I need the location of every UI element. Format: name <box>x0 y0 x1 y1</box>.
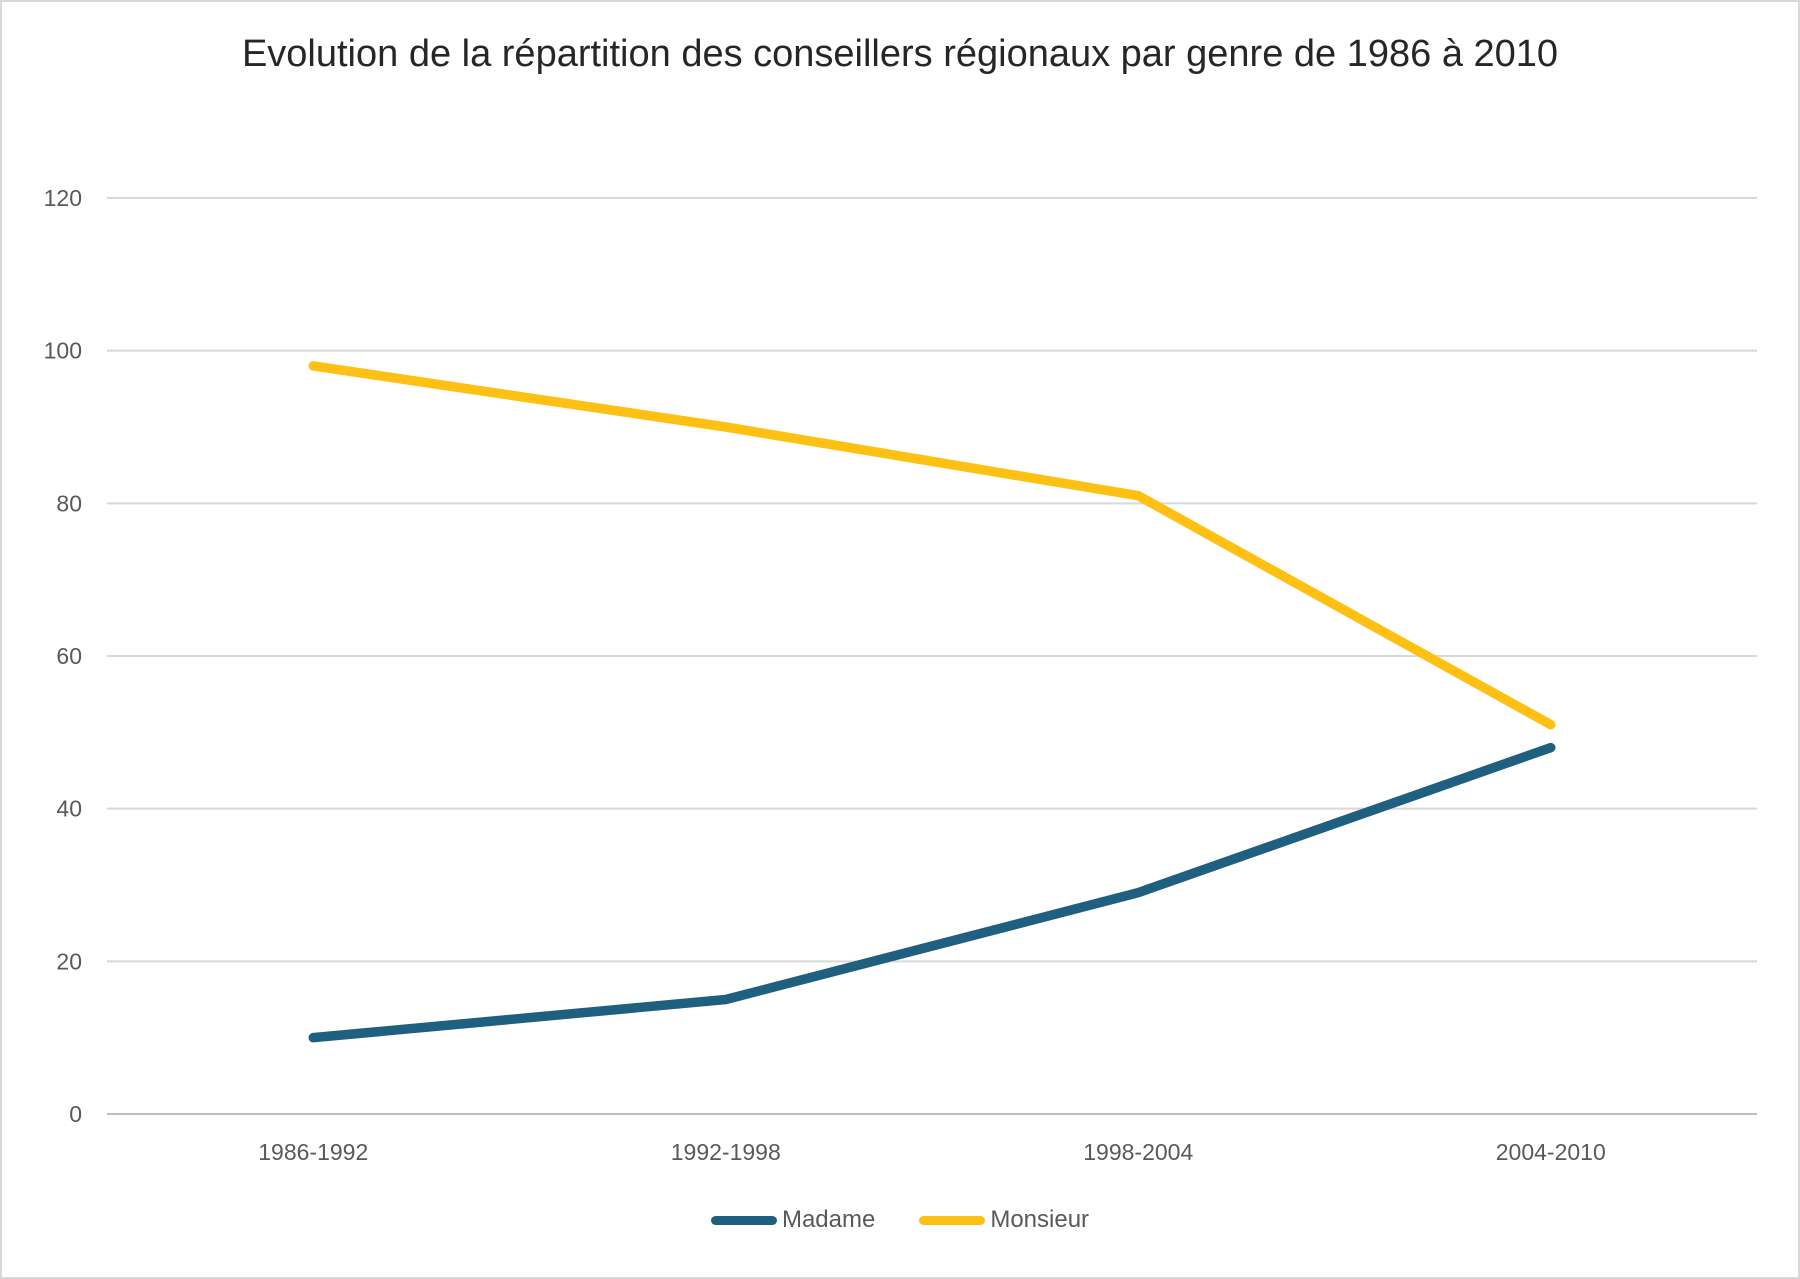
legend-label: Madame <box>781 1206 876 1233</box>
x-tick-label: 2004-2010 <box>1496 1139 1606 1165</box>
chart-legend: Madame Monsieur <box>2 1206 1798 1234</box>
y-tick-label: 120 <box>44 185 82 211</box>
y-tick-label: 20 <box>56 948 82 974</box>
y-tick-label: 80 <box>56 490 82 516</box>
series-line-monsieur <box>308 361 1556 730</box>
legend-item-madame: Madame <box>710 1206 876 1234</box>
chart-title: Evolution de la répartition des conseill… <box>241 33 1559 75</box>
legend-item-monsieur: Monsieur <box>919 1206 1089 1234</box>
x-tick-label: 1992-1998 <box>671 1139 781 1165</box>
legend-swatch-madame <box>710 1215 777 1225</box>
legend-swatch-monsieur <box>919 1215 986 1225</box>
x-tick-label: 1986-1992 <box>258 1139 368 1165</box>
y-tick-label: 60 <box>56 643 82 669</box>
y-tick-label: 0 <box>69 1101 82 1127</box>
y-tick-label: 40 <box>56 796 82 822</box>
series-line-madame <box>308 742 1556 1043</box>
x-tick-label: 1998-2004 <box>1083 1139 1193 1165</box>
legend-label: Monsieur <box>990 1206 1090 1233</box>
y-tick-label: 100 <box>44 338 82 364</box>
